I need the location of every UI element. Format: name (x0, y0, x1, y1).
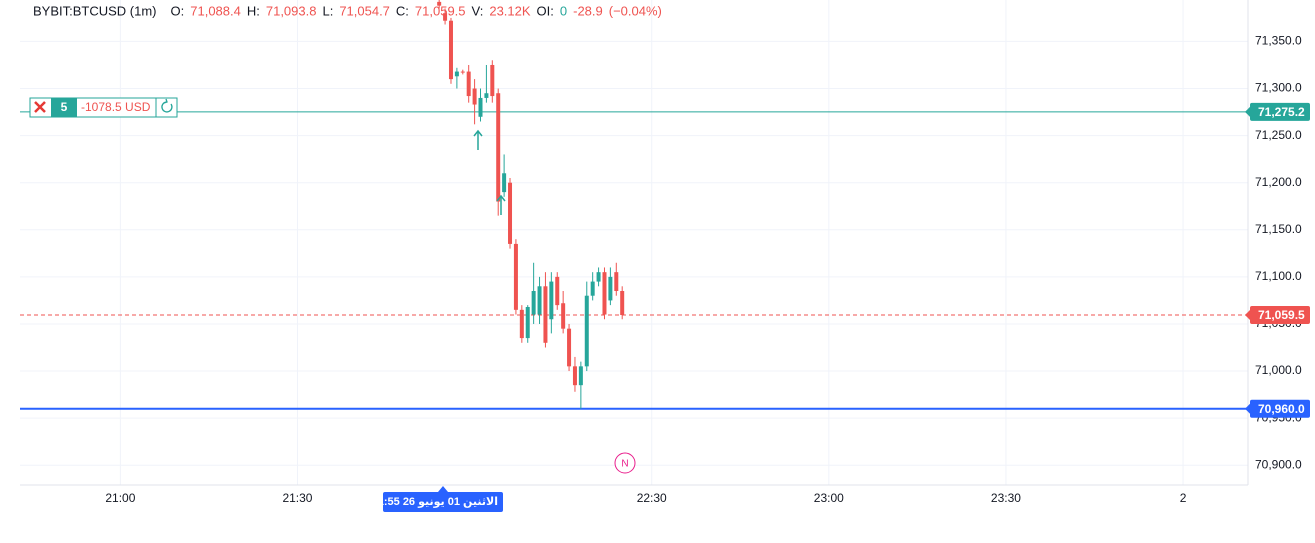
candle-body (508, 182, 513, 244)
x-tick-label: 2 (1180, 491, 1187, 505)
candle-body (472, 88, 477, 105)
reverse-position[interactable] (161, 98, 173, 113)
crosshair-label: الاثنين 01 يونيو 26 21:55 (372, 496, 498, 508)
candle-body (537, 286, 542, 315)
candle-body (531, 291, 536, 315)
candle-body (448, 20, 453, 80)
candle-body (525, 307, 530, 339)
candle-body (443, 13, 448, 21)
crosshair-label-box (383, 492, 503, 512)
legend-value: 71,054.7 (339, 3, 390, 18)
price-label: 70,960.0 (1258, 402, 1305, 416)
crosshair-pointer (438, 486, 448, 492)
legend-label: L: (322, 3, 333, 18)
candle-body (614, 272, 619, 291)
legend-label: O: (171, 3, 185, 18)
price-label-box (1250, 306, 1310, 325)
y-tick-label: 71,150.0 (1255, 222, 1302, 236)
price-label-pointer (1245, 106, 1250, 117)
candle-body (543, 286, 548, 343)
candle-body (490, 64, 495, 97)
legend-value: 0 (560, 3, 567, 18)
close-position[interactable] (34, 101, 46, 113)
candle-body (620, 291, 625, 316)
candle-body (549, 281, 554, 320)
legend-label: C: (396, 3, 409, 18)
x-tick-label: 21:30 (282, 491, 312, 505)
price-label-box (1250, 102, 1310, 121)
symbol: BYBIT:BTCUSD (1m) (33, 3, 157, 18)
candle-body (602, 272, 607, 315)
price-label: 71,059.5 (1258, 308, 1305, 322)
candle-body (584, 295, 589, 367)
price-label: 71,275.2 (1258, 105, 1305, 119)
candle-body (561, 303, 566, 329)
quantity-box (51, 98, 77, 117)
candle-body (578, 366, 583, 386)
legend-value: 71,059.5 (415, 3, 466, 18)
candle-body (466, 71, 471, 97)
change-pct: (−0.04%) (609, 3, 662, 18)
buy-arrow (496, 194, 506, 215)
candle-body (519, 309, 524, 339)
candle-body (478, 97, 483, 117)
y-tick-label: 71,200.0 (1255, 175, 1302, 189)
candle-body (502, 173, 507, 193)
y-tick-label: 71,300.0 (1255, 81, 1302, 95)
candle-body (496, 93, 501, 202)
candle-body (567, 328, 572, 367)
candle-body (484, 93, 489, 98)
news-marker[interactable] (614, 452, 636, 474)
buy-arrow (473, 129, 483, 150)
legend-value: 23.12K (489, 3, 531, 18)
candle-body (590, 281, 595, 296)
price-label-box (1250, 399, 1310, 418)
candle-body (555, 276, 560, 306)
legend-value: 71,088.4 (190, 3, 241, 18)
candle-body (572, 366, 577, 386)
price-label-pointer (1245, 403, 1250, 414)
y-tick-label: 70,900.0 (1255, 457, 1302, 471)
x-tick-label: 23:30 (991, 491, 1021, 505)
position-widget: 5 -1078.5 USD (29, 97, 178, 118)
candle-body (608, 276, 613, 301)
price-label-pointer (1245, 310, 1250, 321)
x-tick-label: 23:00 (814, 491, 844, 505)
y-tick-label: 71,250.0 (1255, 128, 1302, 142)
crosshair-time: الاثنين 01 يونيو 26 21:55 (372, 486, 503, 512)
x-tick-label: 22:30 (637, 491, 667, 505)
candle-body (513, 243, 518, 310)
change: -28.9 (573, 3, 603, 18)
position-pnl: -1078.5 USD (81, 100, 151, 114)
legend-label: H: (247, 3, 260, 18)
legend-label: V: (472, 3, 484, 18)
x-tick-label: 21:00 (105, 491, 135, 505)
candle-body (596, 272, 601, 282)
position-quantity: 5 (61, 100, 68, 114)
y-tick-label: 71,000.0 (1255, 363, 1302, 377)
trade-markers (473, 129, 506, 215)
legend-value: 71,093.8 (266, 3, 317, 18)
candle-body (454, 71, 459, 77)
candle-body (437, 1, 442, 6)
y-tick-label: 71,100.0 (1255, 269, 1302, 283)
news-marker-label[interactable]: N (621, 459, 628, 470)
y-tick-label: 71,350.0 (1255, 34, 1302, 48)
candle-body (460, 71, 465, 73)
legend-label: OI: (537, 3, 554, 18)
